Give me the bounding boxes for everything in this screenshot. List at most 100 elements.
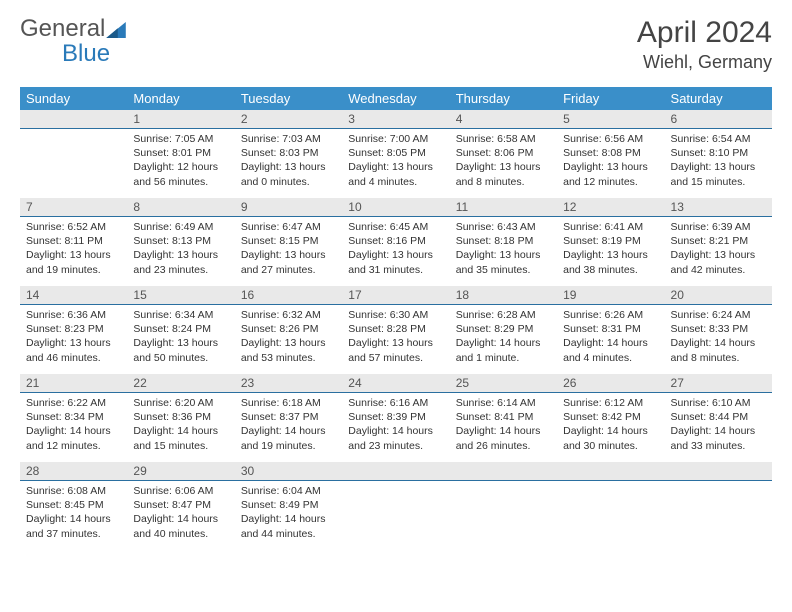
day-details: Sunrise: 6:34 AMSunset: 8:24 PMDaylight:… xyxy=(127,305,234,369)
calendar-cell: 23Sunrise: 6:18 AMSunset: 8:37 PMDayligh… xyxy=(235,374,342,462)
day-number: 2 xyxy=(235,110,342,129)
day-number: 25 xyxy=(450,374,557,393)
day-number: 22 xyxy=(127,374,234,393)
day-details: Sunrise: 6:08 AMSunset: 8:45 PMDaylight:… xyxy=(20,481,127,545)
day-number: 30 xyxy=(235,462,342,481)
day-details: Sunrise: 6:43 AMSunset: 8:18 PMDaylight:… xyxy=(450,217,557,281)
day-number: 19 xyxy=(557,286,664,305)
calendar-cell: 4Sunrise: 6:58 AMSunset: 8:06 PMDaylight… xyxy=(450,110,557,198)
day-number: 7 xyxy=(20,198,127,217)
day-details: Sunrise: 6:45 AMSunset: 8:16 PMDaylight:… xyxy=(342,217,449,281)
weekday-header: Monday xyxy=(127,87,234,110)
day-number xyxy=(20,110,127,129)
calendar-cell: 28Sunrise: 6:08 AMSunset: 8:45 PMDayligh… xyxy=(20,462,127,550)
calendar-cell xyxy=(20,110,127,198)
day-details: Sunrise: 6:04 AMSunset: 8:49 PMDaylight:… xyxy=(235,481,342,545)
day-number: 13 xyxy=(665,198,772,217)
day-details: Sunrise: 7:00 AMSunset: 8:05 PMDaylight:… xyxy=(342,129,449,193)
calendar-cell: 21Sunrise: 6:22 AMSunset: 8:34 PMDayligh… xyxy=(20,374,127,462)
calendar-cell: 1Sunrise: 7:05 AMSunset: 8:01 PMDaylight… xyxy=(127,110,234,198)
day-number: 3 xyxy=(342,110,449,129)
day-details: Sunrise: 6:36 AMSunset: 8:23 PMDaylight:… xyxy=(20,305,127,369)
logo-triangle-icon xyxy=(106,18,126,43)
day-number: 20 xyxy=(665,286,772,305)
day-number: 16 xyxy=(235,286,342,305)
day-number: 8 xyxy=(127,198,234,217)
calendar-cell: 20Sunrise: 6:24 AMSunset: 8:33 PMDayligh… xyxy=(665,286,772,374)
calendar-cell: 18Sunrise: 6:28 AMSunset: 8:29 PMDayligh… xyxy=(450,286,557,374)
calendar-cell: 26Sunrise: 6:12 AMSunset: 8:42 PMDayligh… xyxy=(557,374,664,462)
day-details: Sunrise: 6:28 AMSunset: 8:29 PMDaylight:… xyxy=(450,305,557,369)
day-number: 11 xyxy=(450,198,557,217)
day-number: 18 xyxy=(450,286,557,305)
day-number: 10 xyxy=(342,198,449,217)
calendar-cell: 29Sunrise: 6:06 AMSunset: 8:47 PMDayligh… xyxy=(127,462,234,550)
day-number: 21 xyxy=(20,374,127,393)
brand-logo: GeneralBlue xyxy=(20,16,125,66)
calendar-cell: 17Sunrise: 6:30 AMSunset: 8:28 PMDayligh… xyxy=(342,286,449,374)
calendar-cell: 3Sunrise: 7:00 AMSunset: 8:05 PMDaylight… xyxy=(342,110,449,198)
day-details: Sunrise: 6:58 AMSunset: 8:06 PMDaylight:… xyxy=(450,129,557,193)
calendar-table: SundayMondayTuesdayWednesdayThursdayFrid… xyxy=(20,87,772,550)
calendar-cell: 9Sunrise: 6:47 AMSunset: 8:15 PMDaylight… xyxy=(235,198,342,286)
calendar-cell: 13Sunrise: 6:39 AMSunset: 8:21 PMDayligh… xyxy=(665,198,772,286)
brand-name-1: General xyxy=(20,15,105,42)
weekday-header: Wednesday xyxy=(342,87,449,110)
day-details: Sunrise: 6:54 AMSunset: 8:10 PMDaylight:… xyxy=(665,129,772,193)
day-details: Sunrise: 6:47 AMSunset: 8:15 PMDaylight:… xyxy=(235,217,342,281)
day-number: 12 xyxy=(557,198,664,217)
day-number: 27 xyxy=(665,374,772,393)
day-number xyxy=(450,462,557,481)
calendar-cell: 30Sunrise: 6:04 AMSunset: 8:49 PMDayligh… xyxy=(235,462,342,550)
calendar-cell: 11Sunrise: 6:43 AMSunset: 8:18 PMDayligh… xyxy=(450,198,557,286)
day-number: 5 xyxy=(557,110,664,129)
day-number xyxy=(342,462,449,481)
day-number xyxy=(557,462,664,481)
day-number: 24 xyxy=(342,374,449,393)
weekday-header: Saturday xyxy=(665,87,772,110)
day-number: 26 xyxy=(557,374,664,393)
day-details: Sunrise: 6:14 AMSunset: 8:41 PMDaylight:… xyxy=(450,393,557,457)
location: Wiehl, Germany xyxy=(637,52,772,73)
calendar-cell xyxy=(450,462,557,550)
day-details: Sunrise: 6:10 AMSunset: 8:44 PMDaylight:… xyxy=(665,393,772,457)
day-details: Sunrise: 7:03 AMSunset: 8:03 PMDaylight:… xyxy=(235,129,342,193)
calendar-cell: 25Sunrise: 6:14 AMSunset: 8:41 PMDayligh… xyxy=(450,374,557,462)
day-details: Sunrise: 6:22 AMSunset: 8:34 PMDaylight:… xyxy=(20,393,127,457)
day-number: 29 xyxy=(127,462,234,481)
day-details: Sunrise: 6:52 AMSunset: 8:11 PMDaylight:… xyxy=(20,217,127,281)
calendar-head: SundayMondayTuesdayWednesdayThursdayFrid… xyxy=(20,87,772,110)
calendar-cell: 22Sunrise: 6:20 AMSunset: 8:36 PMDayligh… xyxy=(127,374,234,462)
day-details: Sunrise: 6:16 AMSunset: 8:39 PMDaylight:… xyxy=(342,393,449,457)
day-details: Sunrise: 6:18 AMSunset: 8:37 PMDaylight:… xyxy=(235,393,342,457)
calendar-cell: 27Sunrise: 6:10 AMSunset: 8:44 PMDayligh… xyxy=(665,374,772,462)
weekday-header: Sunday xyxy=(20,87,127,110)
day-number: 17 xyxy=(342,286,449,305)
calendar-cell: 2Sunrise: 7:03 AMSunset: 8:03 PMDaylight… xyxy=(235,110,342,198)
day-number: 9 xyxy=(235,198,342,217)
day-details: Sunrise: 6:32 AMSunset: 8:26 PMDaylight:… xyxy=(235,305,342,369)
day-details: Sunrise: 6:49 AMSunset: 8:13 PMDaylight:… xyxy=(127,217,234,281)
day-number: 4 xyxy=(450,110,557,129)
calendar-cell: 7Sunrise: 6:52 AMSunset: 8:11 PMDaylight… xyxy=(20,198,127,286)
day-number xyxy=(665,462,772,481)
day-details: Sunrise: 6:20 AMSunset: 8:36 PMDaylight:… xyxy=(127,393,234,457)
day-details: Sunrise: 6:26 AMSunset: 8:31 PMDaylight:… xyxy=(557,305,664,369)
day-details: Sunrise: 6:12 AMSunset: 8:42 PMDaylight:… xyxy=(557,393,664,457)
calendar-cell: 12Sunrise: 6:41 AMSunset: 8:19 PMDayligh… xyxy=(557,198,664,286)
calendar-cell xyxy=(557,462,664,550)
calendar-cell xyxy=(342,462,449,550)
day-details: Sunrise: 6:39 AMSunset: 8:21 PMDaylight:… xyxy=(665,217,772,281)
day-details: Sunrise: 6:56 AMSunset: 8:08 PMDaylight:… xyxy=(557,129,664,193)
calendar-body: 1Sunrise: 7:05 AMSunset: 8:01 PMDaylight… xyxy=(20,110,772,550)
calendar-cell: 6Sunrise: 6:54 AMSunset: 8:10 PMDaylight… xyxy=(665,110,772,198)
calendar-cell: 24Sunrise: 6:16 AMSunset: 8:39 PMDayligh… xyxy=(342,374,449,462)
day-number: 6 xyxy=(665,110,772,129)
day-details: Sunrise: 6:06 AMSunset: 8:47 PMDaylight:… xyxy=(127,481,234,545)
weekday-header: Friday xyxy=(557,87,664,110)
calendar-cell xyxy=(665,462,772,550)
day-details: Sunrise: 6:30 AMSunset: 8:28 PMDaylight:… xyxy=(342,305,449,369)
brand-name-2: Blue xyxy=(20,40,110,67)
weekday-header: Thursday xyxy=(450,87,557,110)
header: GeneralBlue April 2024 Wiehl, Germany xyxy=(20,16,772,73)
